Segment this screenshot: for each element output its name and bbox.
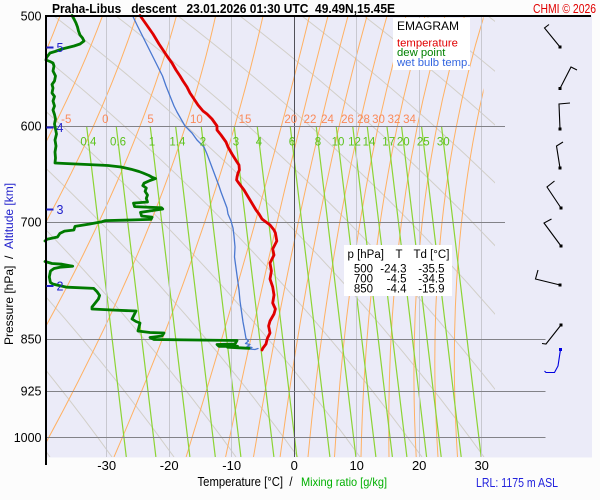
svg-text:850: 850 — [354, 284, 373, 296]
svg-text:-20: -20 — [160, 458, 179, 473]
svg-text:28: 28 — [357, 114, 370, 126]
svg-text:30: 30 — [474, 458, 488, 473]
svg-text:25: 25 — [417, 137, 430, 149]
svg-text:-4.4: -4.4 — [387, 284, 407, 296]
svg-text:10: 10 — [190, 114, 203, 126]
svg-text:Temperature [°C] /: Temperature [°C] / — [198, 475, 293, 489]
svg-text:20: 20 — [412, 458, 426, 473]
svg-text:p [hPa]: p [hPa] — [348, 249, 384, 261]
svg-text:1: 1 — [149, 137, 155, 149]
svg-text:26: 26 — [341, 114, 354, 126]
svg-text:Praha-Libus descent 23.01.: Praha-Libus descent 23.01.2026 01:30 UTC… — [52, 1, 395, 16]
svg-text:500: 500 — [21, 10, 42, 24]
svg-text:20: 20 — [284, 114, 297, 126]
svg-text:2: 2 — [57, 280, 64, 294]
svg-text:8: 8 — [315, 137, 321, 149]
svg-text:-4.5: -4.5 — [387, 274, 407, 286]
svg-text:20: 20 — [397, 137, 410, 149]
svg-text:17: 17 — [382, 137, 395, 149]
svg-text:-10: -10 — [222, 458, 241, 473]
svg-text:dew point: dew point — [397, 47, 446, 59]
svg-text:12: 12 — [348, 137, 361, 149]
svg-text:600: 600 — [21, 120, 42, 134]
svg-text:temperature: temperature — [397, 38, 458, 50]
svg-text:14: 14 — [363, 137, 376, 149]
svg-text:2: 2 — [200, 137, 206, 149]
svg-text:3: 3 — [57, 203, 64, 217]
svg-text:LRL: 1175 m ASL: LRL: 1175 m ASL — [476, 476, 558, 490]
svg-text:-5: -5 — [61, 114, 71, 126]
svg-text:30: 30 — [437, 137, 450, 149]
svg-text:wet bulb temp.: wet bulb temp. — [396, 57, 470, 69]
svg-text:4: 4 — [256, 137, 263, 149]
svg-text:22: 22 — [304, 114, 317, 126]
svg-text:-30: -30 — [97, 458, 116, 473]
svg-text:-35.5: -35.5 — [418, 264, 444, 276]
svg-text:1.4: 1.4 — [169, 137, 186, 149]
svg-text:34: 34 — [403, 114, 416, 126]
svg-text:30: 30 — [372, 114, 385, 126]
svg-text:24: 24 — [321, 114, 334, 126]
svg-text:3: 3 — [233, 137, 239, 149]
svg-text:6: 6 — [289, 137, 295, 149]
svg-text:4: 4 — [57, 121, 64, 135]
svg-text:1000: 1000 — [14, 431, 42, 445]
svg-text:15: 15 — [239, 114, 252, 126]
svg-text:Td [°C]: Td [°C] — [414, 249, 450, 261]
svg-text:10: 10 — [332, 137, 345, 149]
svg-text:T: T — [395, 249, 402, 261]
svg-text:0: 0 — [291, 458, 298, 473]
svg-text:500: 500 — [354, 264, 373, 276]
svg-text:0.4: 0.4 — [80, 137, 97, 149]
svg-text:5: 5 — [147, 114, 153, 126]
svg-text:0.6: 0.6 — [110, 137, 126, 149]
svg-text:10: 10 — [349, 458, 363, 473]
svg-text:-34.5: -34.5 — [418, 274, 444, 286]
svg-text:5: 5 — [57, 41, 64, 55]
svg-text:Pressure [hPa] / Altitude [k: Pressure [hPa] / Altitude [km] — [2, 183, 16, 345]
svg-text:700: 700 — [354, 274, 373, 286]
svg-text:0: 0 — [102, 114, 108, 126]
svg-text:700: 700 — [21, 216, 42, 230]
svg-text:-24.3: -24.3 — [380, 264, 406, 276]
svg-text:CHMI © 2026: CHMI © 2026 — [533, 2, 596, 16]
svg-text:EMAGRAM: EMAGRAM — [397, 19, 459, 33]
svg-text:925: 925 — [21, 385, 42, 399]
svg-text:Mixing ratio [g/kg]: Mixing ratio [g/kg] — [301, 475, 387, 489]
svg-text:850: 850 — [21, 333, 42, 347]
svg-text:32: 32 — [388, 114, 401, 126]
svg-text:-15.9: -15.9 — [418, 284, 444, 296]
